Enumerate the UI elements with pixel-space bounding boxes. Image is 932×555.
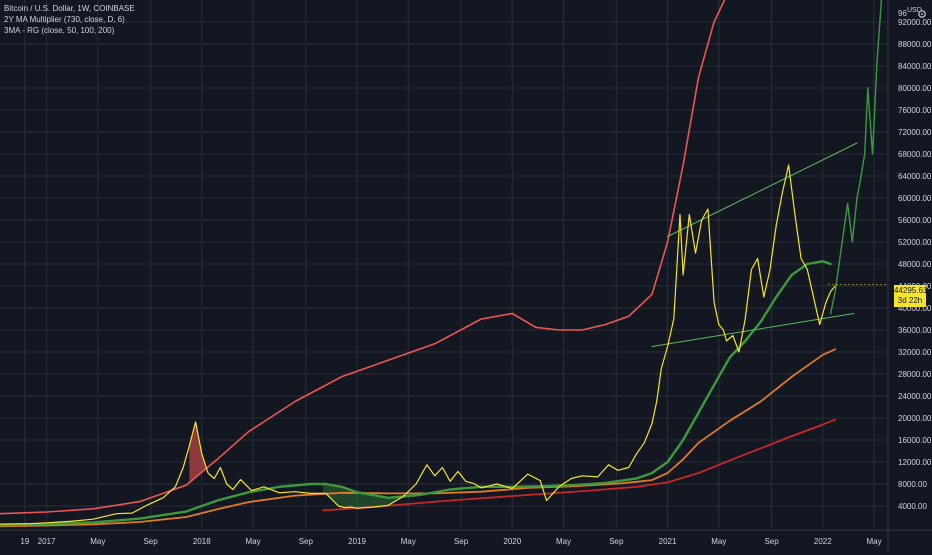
x-tick-label: 2021 bbox=[659, 537, 677, 546]
y-tick-label: 56000.00 bbox=[898, 216, 932, 225]
x-tick-label: 2017 bbox=[38, 537, 56, 546]
y-tick-label: 24000.00 bbox=[898, 392, 932, 401]
y-tick-label: 4000.00 bbox=[898, 502, 927, 511]
series-line-ma200[interactable] bbox=[321, 418, 837, 512]
y-tick-label: 84000.00 bbox=[898, 62, 932, 71]
indicator-2y-ma-multiplier[interactable]: 2Y MA Multiplier (730, close, D, 6) bbox=[4, 15, 125, 24]
axis-top-label: 96 bbox=[898, 9, 907, 18]
y-tick-label: 72000.00 bbox=[898, 128, 932, 137]
x-tick-label: Sep bbox=[609, 537, 624, 546]
series-lines bbox=[0, 0, 888, 528]
x-tick-label: Sep bbox=[764, 537, 779, 546]
cloud-fills bbox=[189, 421, 404, 509]
x-tick-label: 2022 bbox=[814, 537, 832, 546]
y-tick-label: 12000.00 bbox=[898, 458, 932, 467]
current-price-label: 44295.61 3d 22h bbox=[894, 285, 928, 307]
candle-countdown: 3d 22h bbox=[897, 296, 923, 305]
y-tick-label: 68000.00 bbox=[898, 150, 932, 159]
x-tick-label: 2020 bbox=[503, 537, 521, 546]
series-line-price-forward[interactable] bbox=[829, 0, 883, 315]
series-line-trend-upper[interactable] bbox=[667, 142, 858, 237]
series-line-price[interactable] bbox=[0, 164, 836, 525]
y-tick-label: 48000.00 bbox=[898, 260, 932, 269]
top-cloud-fill bbox=[189, 421, 207, 483]
y-tick-label: 52000.00 bbox=[898, 238, 932, 247]
chart-legend: Bitcoin / U.S. Dollar, 1W, COINBASE 2Y M… bbox=[4, 3, 135, 36]
y-tick-label: 64000.00 bbox=[898, 172, 932, 181]
symbol-title[interactable]: Bitcoin / U.S. Dollar, 1W, COINBASE bbox=[4, 4, 135, 13]
y-tick-label: 80000.00 bbox=[898, 84, 932, 93]
grid-lines bbox=[0, 0, 888, 528]
x-tick-label: 2019 bbox=[348, 537, 366, 546]
y-tick-label: 60000.00 bbox=[898, 194, 932, 203]
y-tick-label: 16000.00 bbox=[898, 436, 932, 445]
y-tick-label: 92000.00 bbox=[898, 18, 932, 27]
currency-label: USD bbox=[907, 7, 922, 14]
x-tick-label: Sep bbox=[143, 537, 158, 546]
y-tick-label: 8000.00 bbox=[898, 480, 927, 489]
series-line-ma-top[interactable] bbox=[0, 0, 730, 515]
y-tick-label: 36000.00 bbox=[898, 326, 932, 335]
x-tick-label: May bbox=[866, 537, 881, 546]
x-tick-label: May bbox=[401, 537, 416, 546]
indicator-3ma-rg[interactable]: 3MA - RG (close, 50, 100, 200) bbox=[4, 26, 115, 35]
series-line-trend-lower[interactable] bbox=[651, 313, 855, 347]
x-tick-label: May bbox=[245, 537, 260, 546]
x-tick-label: May bbox=[90, 537, 105, 546]
current-price-value: 44295.61 bbox=[894, 286, 928, 295]
series-line-ma100[interactable] bbox=[0, 348, 837, 528]
y-tick-label: 28000.00 bbox=[898, 370, 932, 379]
x-tick-label: 2018 bbox=[193, 537, 211, 546]
x-tick-label: May bbox=[711, 537, 726, 546]
y-tick-label: 88000.00 bbox=[898, 40, 932, 49]
series-line-ma50[interactable] bbox=[0, 260, 832, 527]
gear-icon[interactable] bbox=[918, 10, 926, 18]
bear-cloud-fill bbox=[322, 484, 404, 509]
y-tick-label: 32000.00 bbox=[898, 348, 932, 357]
y-tick-label: 76000.00 bbox=[898, 106, 932, 115]
y-tick-label: 40000.00 bbox=[898, 304, 932, 313]
x-tick-label: Sep bbox=[454, 537, 469, 546]
x-tick-label: 19 bbox=[20, 537, 29, 546]
x-tick-label: May bbox=[556, 537, 571, 546]
y-tick-label: 20000.00 bbox=[898, 414, 932, 423]
x-tick-label: Sep bbox=[299, 537, 314, 546]
